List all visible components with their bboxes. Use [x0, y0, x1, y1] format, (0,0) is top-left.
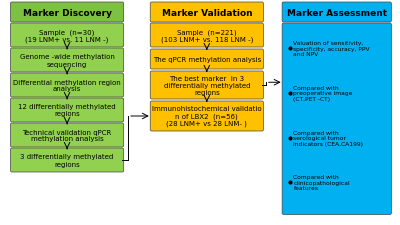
Text: Valuation of sensitivity,
specificity, accuracy, PPV
and NPV: Valuation of sensitivity, specificity, a… [294, 41, 370, 57]
FancyBboxPatch shape [282, 24, 391, 215]
Text: Sample  (n=30)
(19 LNM+ vs. 11 LNM -): Sample (n=30) (19 LNM+ vs. 11 LNM -) [25, 29, 109, 43]
FancyBboxPatch shape [10, 124, 124, 147]
Text: Marker Assessment: Marker Assessment [287, 9, 387, 17]
Text: The best marker  in 3
differentially methylated
regions: The best marker in 3 differentially meth… [164, 76, 250, 96]
Text: 12 differentially methylated
regions: 12 differentially methylated regions [18, 104, 116, 117]
Text: Technical validation qPCR
methylation analysis: Technical validation qPCR methylation an… [22, 129, 112, 142]
Text: Compared with
clinicopathological
features: Compared with clinicopathological featur… [294, 174, 350, 191]
FancyBboxPatch shape [150, 101, 264, 131]
Text: Genome -wide methylation
sequencing: Genome -wide methylation sequencing [20, 54, 114, 67]
Text: Sample  (n=221)
(103 LNM+ vs. 118 LNM -): Sample (n=221) (103 LNM+ vs. 118 LNM -) [161, 29, 253, 43]
Text: Marker Validation: Marker Validation [162, 9, 252, 17]
FancyBboxPatch shape [10, 49, 124, 73]
FancyBboxPatch shape [10, 24, 124, 48]
Text: Compared with
serological tumor
indicators (CEA,CA199): Compared with serological tumor indicato… [294, 130, 364, 146]
FancyBboxPatch shape [150, 3, 264, 23]
Text: Differential methylation region
analysis: Differential methylation region analysis [13, 79, 121, 92]
FancyBboxPatch shape [10, 148, 124, 172]
FancyBboxPatch shape [150, 50, 264, 70]
FancyBboxPatch shape [10, 74, 124, 98]
Text: The qPCR methylation analysis: The qPCR methylation analysis [153, 57, 261, 63]
Text: Compared with
preoperative image
(CT,PET -CT): Compared with preoperative image (CT,PET… [294, 86, 353, 102]
FancyBboxPatch shape [10, 3, 124, 23]
FancyBboxPatch shape [282, 3, 391, 23]
Text: Marker Discovery: Marker Discovery [22, 9, 112, 17]
Text: 3 differentially methylated
regions: 3 differentially methylated regions [20, 154, 114, 167]
FancyBboxPatch shape [150, 72, 264, 99]
Text: Immunohistochemical validatio
n of LBX2  (n=56)
(28 LNM+ vs 28 LNM- ): Immunohistochemical validatio n of LBX2 … [152, 106, 262, 127]
FancyBboxPatch shape [150, 24, 264, 48]
FancyBboxPatch shape [10, 99, 124, 122]
